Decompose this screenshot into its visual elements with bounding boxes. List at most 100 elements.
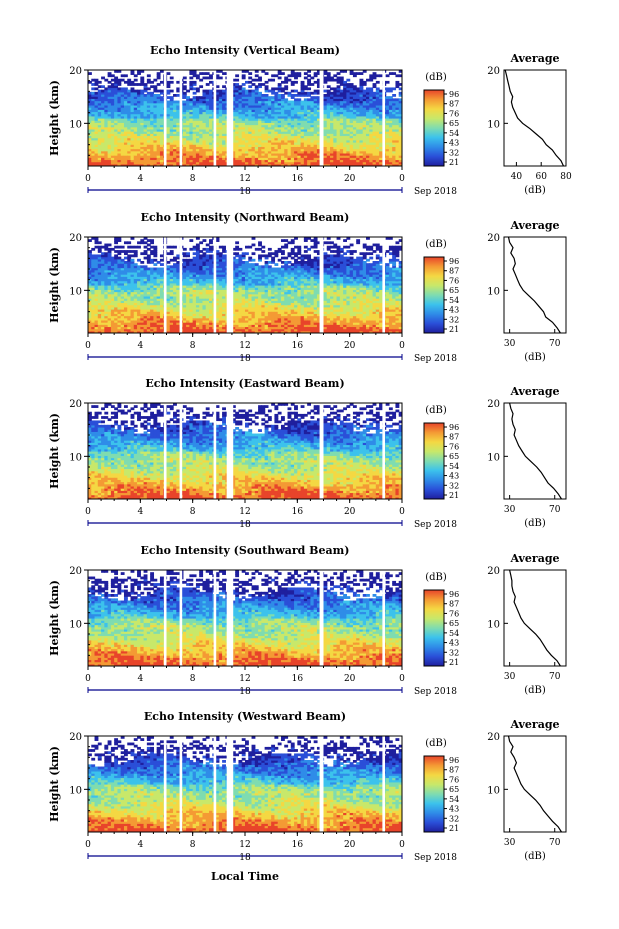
data-gap bbox=[213, 736, 217, 832]
data-gap bbox=[226, 570, 234, 666]
y-axis-label: Height (km) bbox=[48, 413, 61, 489]
data-gap bbox=[179, 736, 183, 832]
data-gap bbox=[163, 70, 167, 166]
heatmap bbox=[88, 70, 402, 166]
data-gap bbox=[319, 403, 324, 499]
colorbar-tick-label: 65 bbox=[449, 619, 459, 628]
colorbar bbox=[423, 755, 445, 833]
x-tick-label: 0 bbox=[399, 507, 405, 517]
colorbar-tick-label: 96 bbox=[449, 423, 459, 432]
data-gap bbox=[163, 736, 167, 832]
colorbar-tick-label: 54 bbox=[449, 629, 459, 638]
panel-title: Echo Intensity (Southward Beam) bbox=[141, 544, 350, 557]
y-tick-label: 20 bbox=[69, 399, 82, 410]
x-tick-label: 0 bbox=[399, 674, 405, 684]
average-x-tick-label: 30 bbox=[504, 339, 516, 349]
average-y-tick-label: 10 bbox=[487, 785, 500, 796]
average-y-tick-label: 20 bbox=[487, 233, 500, 244]
y-tick-label: 10 bbox=[69, 452, 82, 463]
average-profile-line bbox=[509, 402, 563, 500]
date-label: Sep 2018 bbox=[414, 853, 457, 863]
y-tick-label: 10 bbox=[69, 119, 82, 130]
heatmap bbox=[88, 403, 402, 499]
data-gap bbox=[213, 403, 217, 499]
colorbar-unit: (dB) bbox=[425, 405, 447, 416]
x-tick-label: 16 bbox=[292, 507, 304, 517]
panel-title: Echo Intensity (Northward Beam) bbox=[141, 211, 350, 224]
colorbar-tick-label: 87 bbox=[449, 100, 459, 109]
colorbar-tick-label: 21 bbox=[449, 658, 459, 667]
average-x-tick-label: 80 bbox=[560, 172, 572, 182]
average-profile-line bbox=[507, 236, 561, 334]
y-axis-label: Height (km) bbox=[48, 247, 61, 323]
colorbar-tick-label: 65 bbox=[449, 119, 459, 128]
average-title: Average bbox=[509, 52, 559, 65]
average-x-label: (dB) bbox=[524, 851, 546, 862]
x-tick-label: 20 bbox=[344, 507, 356, 517]
x-tick-label: 20 bbox=[344, 840, 356, 850]
colorbar-tick-label: 54 bbox=[449, 129, 459, 138]
colorbar-tick-label: 21 bbox=[449, 158, 459, 167]
average-profile-line bbox=[504, 69, 565, 167]
average-frame bbox=[503, 569, 567, 667]
x-tick-label: 8 bbox=[190, 507, 196, 517]
panel-2: Echo Intensity (Northward Beam) 20 10 Heigh… bbox=[48, 211, 567, 364]
x-tick-label: 0 bbox=[85, 507, 91, 517]
average-y-tick-label: 10 bbox=[487, 286, 500, 297]
x-tick-label: 0 bbox=[85, 674, 91, 684]
data-gap bbox=[319, 570, 324, 666]
average-y-tick-label: 10 bbox=[487, 119, 500, 130]
colorbar bbox=[423, 256, 445, 334]
panel-title: Echo Intensity (Westward Beam) bbox=[144, 710, 346, 723]
colorbar-tick-label: 76 bbox=[449, 609, 459, 618]
data-gap bbox=[163, 570, 167, 666]
colorbar-tick-label: 76 bbox=[449, 109, 459, 118]
x-tick-label: 12 bbox=[239, 840, 250, 850]
colorbar-tick-label: 65 bbox=[449, 286, 459, 295]
data-gap bbox=[179, 70, 183, 166]
average-frame bbox=[503, 735, 567, 833]
average-x-label: (dB) bbox=[524, 685, 546, 696]
average-x-label: (dB) bbox=[524, 352, 546, 363]
day-label: 18 bbox=[239, 354, 251, 364]
x-tick-label: 8 bbox=[190, 174, 196, 184]
data-gap bbox=[226, 403, 234, 499]
x-tick-label: 0 bbox=[399, 341, 405, 351]
colorbar bbox=[423, 89, 445, 167]
x-tick-label: 4 bbox=[137, 674, 143, 684]
x-tick-label: 12 bbox=[239, 674, 250, 684]
colorbar-unit: (dB) bbox=[425, 239, 447, 250]
x-tick-label: 4 bbox=[137, 507, 143, 517]
colorbar-tick-label: 21 bbox=[449, 491, 459, 500]
x-tick-label: 8 bbox=[190, 674, 196, 684]
y-tick-label: 20 bbox=[69, 66, 82, 77]
x-tick-label: 0 bbox=[85, 174, 91, 184]
colorbar bbox=[423, 422, 445, 500]
data-gap bbox=[319, 736, 324, 832]
colorbar-tick-label: 96 bbox=[449, 257, 459, 266]
data-gap bbox=[179, 570, 183, 666]
x-tick-label: 20 bbox=[344, 174, 356, 184]
x-tick-label: 16 bbox=[292, 674, 304, 684]
x-tick-label: 8 bbox=[190, 341, 196, 351]
data-gap bbox=[226, 237, 234, 333]
colorbar-tick-label: 32 bbox=[449, 814, 459, 823]
x-tick-label: 16 bbox=[292, 174, 304, 184]
day-label: 18 bbox=[239, 187, 251, 197]
x-tick-label: 12 bbox=[239, 507, 250, 517]
panel-3: Echo Intensity (Eastward Beam) 20 10 Height… bbox=[48, 377, 567, 530]
y-axis-label: Height (km) bbox=[48, 746, 61, 822]
data-gap bbox=[319, 237, 324, 333]
average-title: Average bbox=[509, 219, 559, 232]
y-axis-label: Height (km) bbox=[48, 580, 61, 656]
colorbar-tick-label: 96 bbox=[449, 590, 459, 599]
average-x-tick-label: 70 bbox=[549, 505, 561, 515]
average-y-tick-label: 20 bbox=[487, 732, 500, 743]
x-tick-label: 16 bbox=[292, 341, 304, 351]
x-tick-label: 0 bbox=[85, 840, 91, 850]
x-tick-label: 0 bbox=[399, 174, 405, 184]
data-gap bbox=[213, 70, 217, 166]
panel-5: Echo Intensity (Westward Beam) 20 10 Height… bbox=[48, 710, 567, 863]
day-label: 18 bbox=[239, 853, 251, 863]
